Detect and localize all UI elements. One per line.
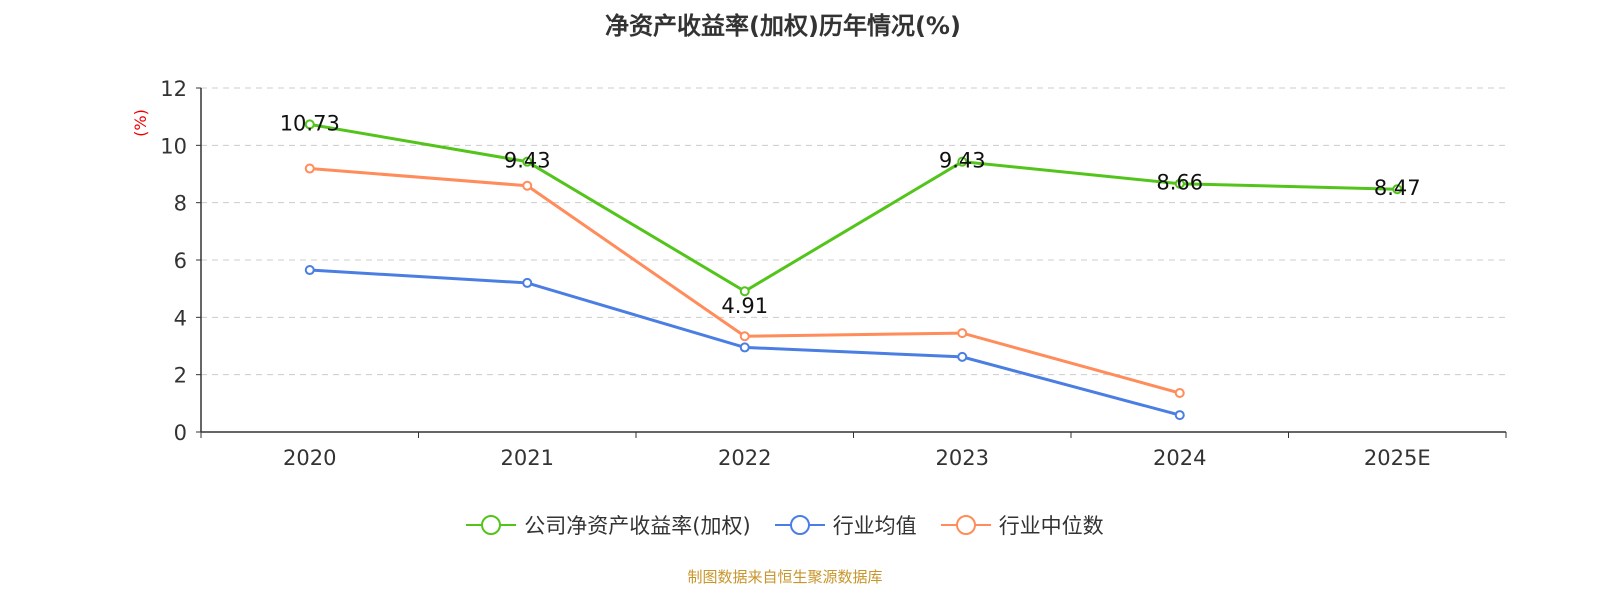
x-tick-label: 2024 xyxy=(1153,446,1206,470)
data-label: 4.91 xyxy=(721,294,768,318)
data-point xyxy=(739,342,750,353)
y-tick-label: 4 xyxy=(174,306,187,330)
legend-marker-icon xyxy=(774,515,825,535)
y-axis-label: (%) xyxy=(131,109,150,137)
legend-marker-icon xyxy=(466,515,517,535)
data-label: 9.43 xyxy=(939,149,986,173)
data-point xyxy=(304,163,315,174)
legend: 公司净资产收益率(加权) 行业均值 行业中位数 xyxy=(0,510,1570,540)
data-point xyxy=(304,265,315,276)
data-label: 8.47 xyxy=(1374,176,1421,200)
y-tick-label: 10 xyxy=(160,134,187,158)
data-point xyxy=(522,277,533,288)
legend-item-industry-mean[interactable]: 行业均值 xyxy=(774,510,917,540)
data-point xyxy=(522,180,533,191)
series-line xyxy=(309,122,1398,293)
data-source: 制图数据来自恒生聚源数据库 xyxy=(687,568,883,586)
data-point xyxy=(957,328,968,339)
legend-label: 行业均值 xyxy=(832,514,917,538)
data-label: 8.66 xyxy=(1156,171,1203,195)
y-tick-label: 2 xyxy=(174,364,187,388)
legend-label: 行业中位数 xyxy=(998,514,1104,538)
x-tick-label: 2021 xyxy=(501,446,554,470)
data-point xyxy=(304,119,315,130)
legend-label: 公司净资产收益率(加权) xyxy=(524,514,751,538)
x-tick-label: 2025E xyxy=(1364,446,1431,470)
data-label: 10.73 xyxy=(280,111,340,135)
data-point xyxy=(957,156,968,167)
y-tick-label: 6 xyxy=(174,249,187,273)
chart-title: 净资产收益率(加权)历年情况(%) xyxy=(605,12,961,40)
legend-item-industry-median[interactable]: 行业中位数 xyxy=(940,510,1104,540)
y-tick-label: 12 xyxy=(160,77,187,101)
data-point xyxy=(1174,178,1185,189)
data-point xyxy=(1174,410,1185,421)
x-tick-label: 2022 xyxy=(718,446,771,470)
data-point xyxy=(739,286,750,297)
data-label: 9.43 xyxy=(504,149,551,173)
y-tick-label: 0 xyxy=(174,421,187,445)
x-tick-label: 2023 xyxy=(936,446,989,470)
data-point xyxy=(522,156,533,167)
x-tick-label: 2020 xyxy=(283,446,336,470)
data-point xyxy=(1174,388,1185,399)
data-point xyxy=(739,331,750,342)
data-point xyxy=(957,351,968,362)
legend-marker-icon xyxy=(940,515,991,535)
legend-item-company[interactable]: 公司净资产收益率(加权) xyxy=(466,510,751,540)
y-tick-label: 8 xyxy=(174,192,187,216)
data-point xyxy=(1392,184,1403,195)
